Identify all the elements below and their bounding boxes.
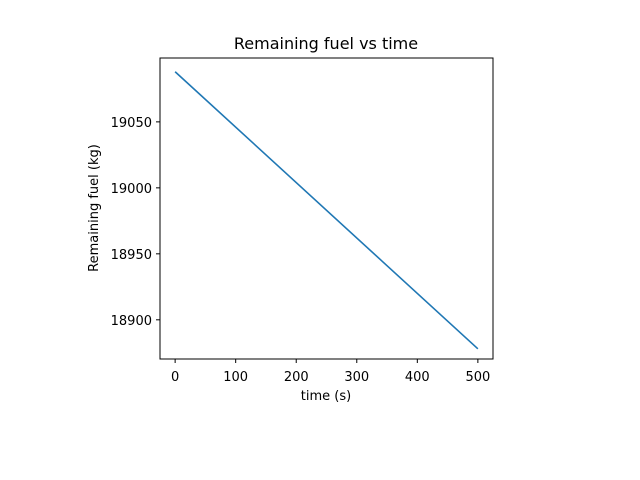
series-line (174, 71, 479, 350)
x-tick-label: 500 (465, 370, 490, 385)
y-tick-label: 18900 (111, 314, 152, 329)
x-tick-label: 100 (223, 370, 248, 385)
axes-frame (159, 57, 494, 360)
plot-area (159, 57, 494, 360)
x-tick-label: 300 (344, 370, 369, 385)
y-tick-label: 19050 (111, 116, 152, 131)
x-axis-label: time (s) (301, 389, 351, 404)
lines-layer (174, 71, 479, 350)
x-tick-label: 0 (171, 370, 179, 385)
y-axis-ticks: 18900 18950 19000 19050 (111, 116, 160, 329)
y-tick-label: 19000 (111, 182, 152, 197)
chart-title: Remaining fuel vs time (234, 34, 418, 53)
x-axis-ticks: 0 100 200 300 400 500 (171, 359, 490, 385)
x-tick-label: 200 (284, 370, 309, 385)
x-tick-label: 400 (405, 370, 430, 385)
y-tick-label: 18950 (111, 248, 152, 263)
y-axis-label: Remaining fuel (kg) (87, 144, 102, 272)
